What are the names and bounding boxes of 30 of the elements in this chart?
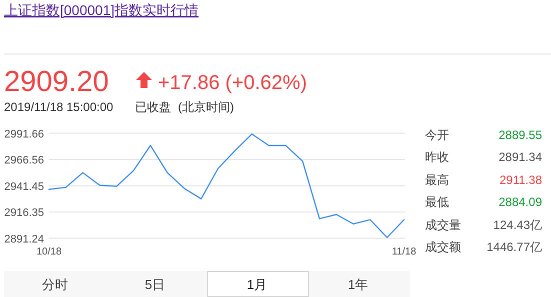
text: 昨收 [425, 150, 449, 164]
text: 分时 [42, 277, 68, 292]
y-tick-label: 2941.45 [4, 180, 44, 193]
text: 2911.38 [500, 173, 542, 187]
text: (北京时间) [178, 100, 234, 114]
y-tick-label: 2966.56 [4, 154, 44, 167]
text: 成交额 [425, 240, 461, 254]
text: +17.86 (+0.62%) [158, 72, 307, 94]
text: 1446.77亿 [486, 240, 542, 254]
y-tick-label: 2916.35 [4, 207, 44, 220]
text: 已收盘 [135, 100, 171, 114]
text: 124.43亿 [493, 218, 542, 232]
text: 5日 [144, 277, 166, 292]
y-tick-label: 2991.66 [4, 128, 44, 140]
text: 1月 [246, 277, 268, 292]
line-series [48, 133, 405, 238]
text: 2884.09 [498, 195, 542, 209]
x-tick-label: 11/18 [392, 246, 417, 258]
text: 最高 [425, 173, 449, 187]
text: 1年 [348, 277, 368, 292]
text: 2909.20 [4, 66, 109, 98]
text: 最低 [425, 195, 449, 209]
text: 2019/11/18 15:00:00 [4, 100, 114, 114]
text: 2891.34 [498, 150, 542, 164]
chart-title: 上证指数[000001]指数实时行情 [4, 2, 198, 18]
text: 成交量 [425, 218, 461, 232]
y-tick-label: 2891.24 [4, 233, 44, 246]
text: 今开 [425, 128, 449, 142]
text: 2889.55 [498, 128, 542, 142]
x-tick-label: 10/18 [36, 246, 62, 258]
